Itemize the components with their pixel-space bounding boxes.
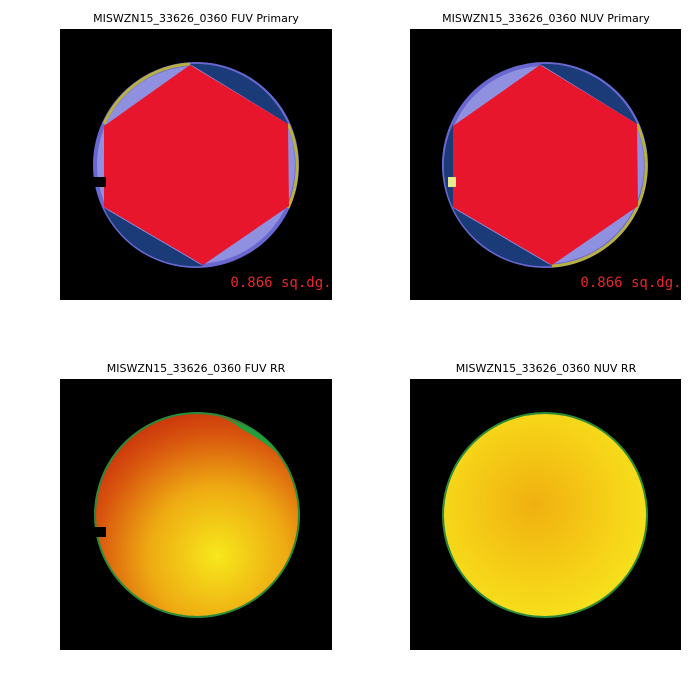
rim: [286, 123, 299, 209]
sector: [540, 63, 637, 124]
sector: [104, 208, 203, 267]
area-label: 0.866 sq.dg.: [230, 275, 331, 291]
response-map: [94, 412, 300, 618]
sector: [453, 208, 552, 267]
hexagon: [453, 65, 638, 265]
response-map: [442, 412, 648, 618]
rim: [102, 62, 191, 125]
panel-title: MISWZN15_33626_0360 FUV Primary: [93, 12, 299, 25]
area-label: 0.866 sq.dg.: [580, 275, 681, 291]
rim: [551, 207, 639, 268]
panel-title: MISWZN15_33626_0360 NUV RR: [456, 362, 637, 375]
panel-title: MISWZN15_33626_0360 NUV Primary: [442, 12, 650, 25]
panel-title: MISWZN15_33626_0360 FUV RR: [107, 362, 286, 375]
rim: [635, 123, 648, 209]
hexagon: [104, 65, 289, 265]
notch: [84, 177, 106, 187]
notch: [92, 527, 106, 537]
notch: [448, 177, 456, 187]
sector: [190, 63, 288, 124]
